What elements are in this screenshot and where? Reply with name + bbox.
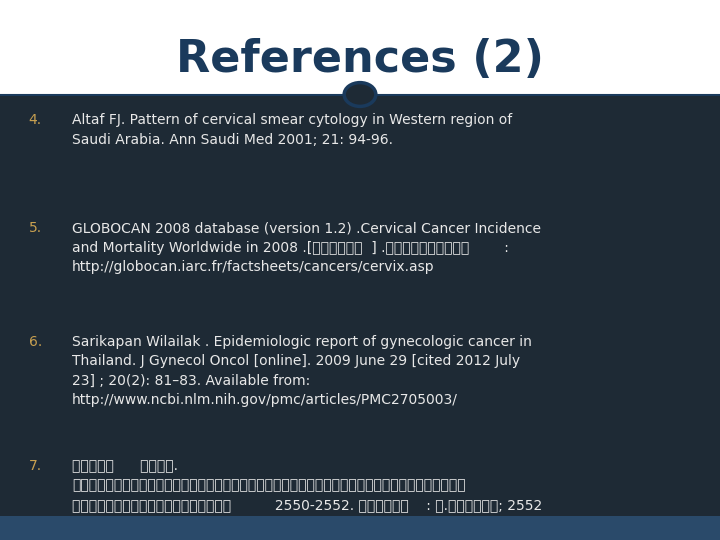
FancyBboxPatch shape [0,0,720,94]
FancyBboxPatch shape [0,516,720,540]
Text: 6.: 6. [29,335,42,349]
Text: 7.: 7. [29,459,42,473]
Text: GLOBOCAN 2008 database (version 1.2) .Cervical Cancer Incidence
and Mortality Wo: GLOBOCAN 2008 database (version 1.2) .Ce… [72,221,541,274]
Text: Altaf FJ. Pattern of cervical smear cytology in Western region of
Saudi Arabia. : Altaf FJ. Pattern of cervical smear cyto… [72,113,512,147]
Text: References (2): References (2) [176,38,544,81]
Text: Sarikapan Wilailak . Epidemiologic report of gynecologic cancer in
Thailand. J G: Sarikapan Wilailak . Epidemiologic repor… [72,335,532,407]
Text: 5.: 5. [29,221,42,235]
Text: 4.: 4. [29,113,42,127]
Text: ปนแกว      ผลพล.
ผลการตรวจคดกรองมะเรงปากมดลกทผดปกตในโรงพยาบาลมหา
วทยาลยนเรศวรระห: ปนแกว ผลพล. ผลการตรวจคดกรองมะเรงปากมดลกท… [72,459,542,512]
Circle shape [344,83,376,106]
